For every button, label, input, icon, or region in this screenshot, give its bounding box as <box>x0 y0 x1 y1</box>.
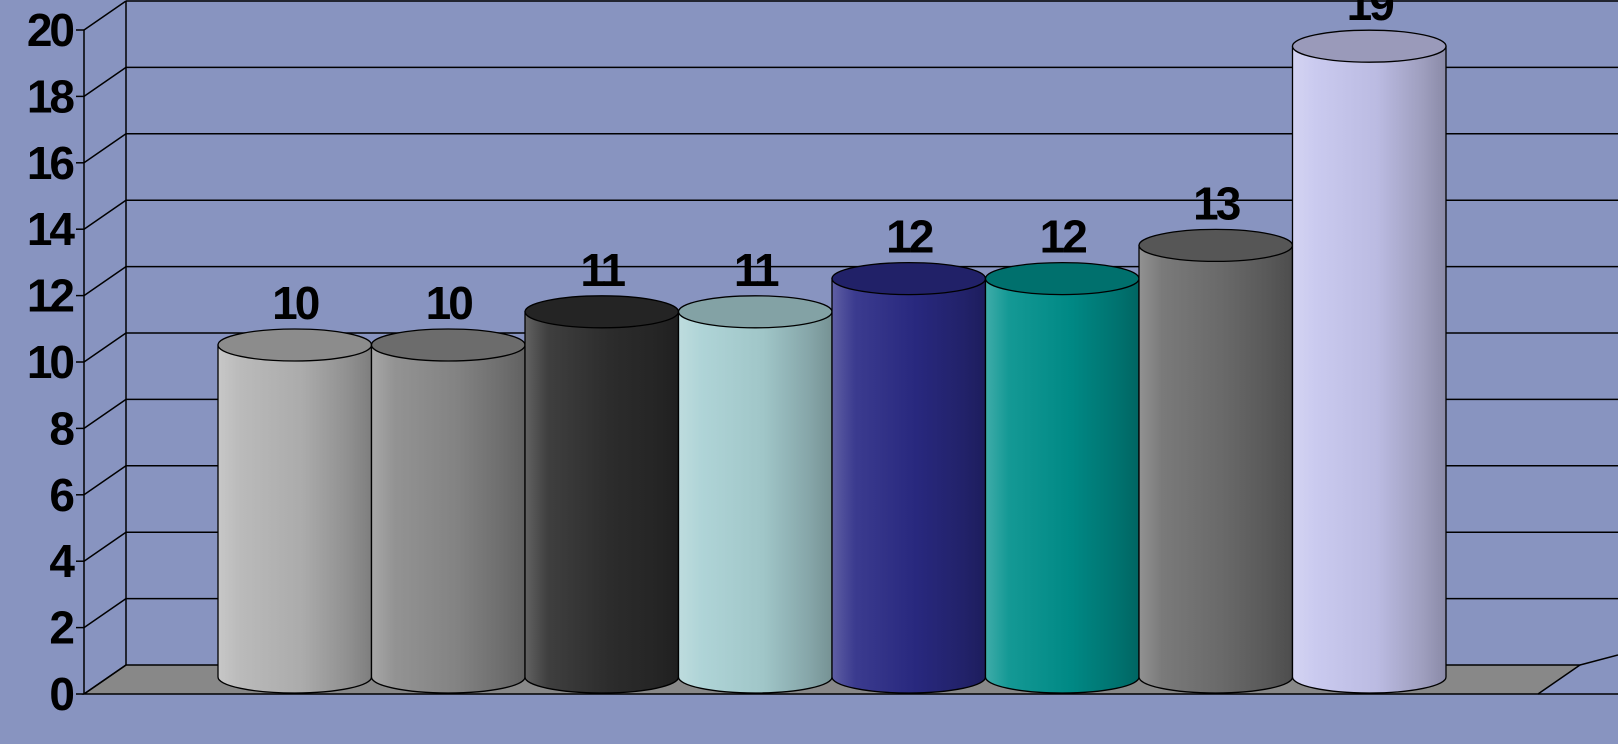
side-wall-gridline <box>83 465 127 496</box>
bar-top <box>370 328 526 362</box>
bar-top <box>1138 228 1294 263</box>
data-label: 11 <box>580 244 625 296</box>
side-wall-gridline <box>83 398 127 430</box>
side-wall-gridline <box>83 265 127 297</box>
floor-right-edge <box>1579 654 1618 666</box>
y-tick-label: 0 <box>49 668 73 720</box>
bar-top <box>524 295 680 329</box>
bars <box>217 29 1447 694</box>
bar <box>1138 228 1294 694</box>
side-wall-gridline <box>83 332 127 363</box>
y-tick-label: 6 <box>49 469 73 521</box>
bar <box>984 261 1140 694</box>
y-tick-label: 8 <box>49 402 74 454</box>
bar-top <box>831 261 987 296</box>
y-tick-label: 10 <box>27 336 74 388</box>
bar <box>370 328 526 694</box>
data-label: 12 <box>886 211 933 263</box>
data-label: 13 <box>1193 177 1240 229</box>
bar <box>831 261 987 694</box>
bar-body <box>1138 244 1294 694</box>
bar-body <box>831 277 987 694</box>
y-tick-label: 18 <box>27 70 75 122</box>
y-tick-label: 2 <box>49 602 73 654</box>
data-label: 19 <box>1347 0 1394 30</box>
data-label: 10 <box>272 277 319 329</box>
y-tick-label: 20 <box>27 4 74 56</box>
side-wall-gridline <box>83 66 127 98</box>
bar-body <box>217 344 373 694</box>
bar-top <box>217 328 373 362</box>
bar-body <box>1291 45 1447 694</box>
data-label: 10 <box>426 277 473 329</box>
bar <box>1291 29 1447 694</box>
side-wall-gridline <box>83 664 127 695</box>
side-wall-gridline <box>83 133 127 164</box>
bar-top <box>984 261 1140 296</box>
bar-body <box>524 311 680 694</box>
bar-top <box>1291 29 1447 63</box>
data-label: 11 <box>734 244 779 296</box>
data-labels: 10 10 11 11 12 12 13 19 <box>272 0 1396 329</box>
side-wall-gridline <box>83 199 127 230</box>
bar <box>524 295 680 694</box>
side-wall-gridline <box>83 531 127 562</box>
y-tick-label: 14 <box>27 203 76 255</box>
y-tick-label: 16 <box>27 137 74 189</box>
y-tick-label: 4 <box>49 535 75 587</box>
y-tick-label: 12 <box>27 270 74 322</box>
y-axis: 0 2 4 6 8 10 12 14 16 18 20 <box>27 1 1618 720</box>
bar-body <box>370 344 526 694</box>
bar <box>677 295 833 694</box>
side-wall-gridline <box>83 0 127 31</box>
data-label: 12 <box>1040 211 1087 263</box>
bar <box>217 328 373 694</box>
bar-top <box>677 295 833 329</box>
bar-body <box>677 311 833 694</box>
bar-body <box>984 277 1140 694</box>
side-wall-gridline <box>83 597 127 629</box>
